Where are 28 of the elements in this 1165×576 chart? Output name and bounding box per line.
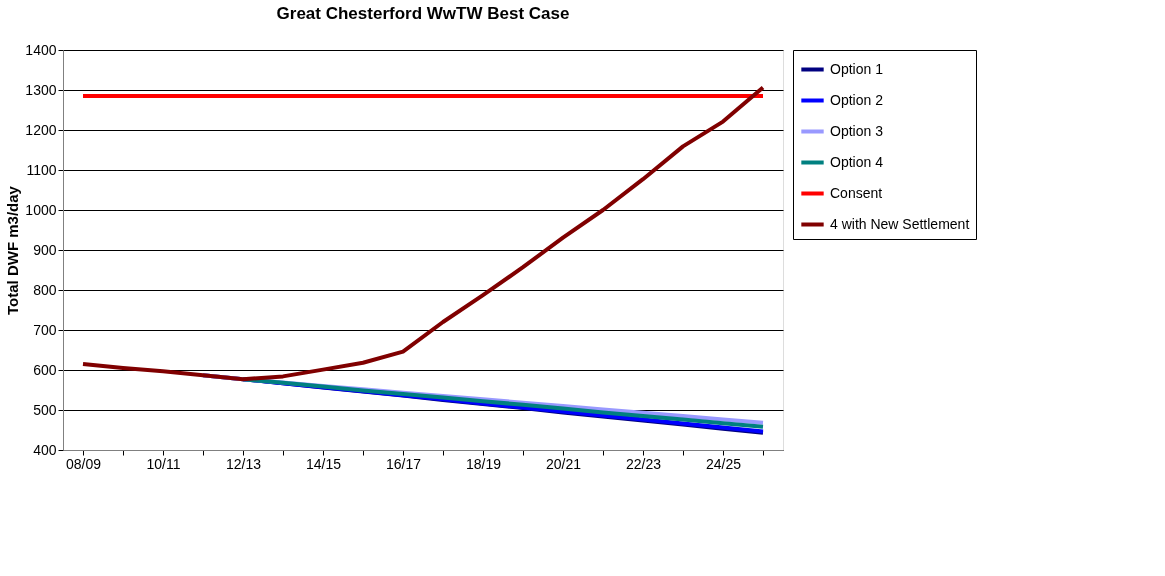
x-tick-label: 14/15 [305,455,342,472]
x-tick-label: 22/23 [625,455,662,472]
y-tick-label: 1200 [25,121,57,138]
x-tick-label: 10/11 [146,455,181,472]
y-tick-label: 1300 [25,81,57,98]
y-tick-label: 400 [33,441,57,458]
y-tick-label: 1000 [25,201,57,218]
x-tick-label: 08/09 [65,455,102,472]
legend-label: Option 2 [830,91,884,108]
y-tick-label: 800 [33,281,57,298]
x-tick-label: 18/19 [465,455,502,472]
y-axis-title: Total DWF m3/day [4,185,22,315]
y-tick-label: 900 [33,241,57,258]
x-tick-label: 16/17 [385,455,422,472]
y-tick-label: 1100 [26,161,57,178]
y-tick-label: 1400 [25,41,57,58]
legend-label: Consent [830,184,883,201]
y-tick-label: 600 [33,361,57,378]
legend-label: 4 with New Settlement [830,215,970,232]
x-tick-label: 20/21 [545,455,582,472]
y-tick-label: 700 [33,321,57,338]
legend-label: Option 4 [830,153,884,170]
chart-title: Great Chesterford WwTW Best Case [276,4,570,23]
y-tick-label: 500 [33,401,57,418]
legend-label: Option 3 [830,122,884,139]
legend-label: Option 1 [830,60,884,77]
x-tick-label: 24/25 [705,455,742,472]
x-tick-label: 12/13 [225,455,262,472]
